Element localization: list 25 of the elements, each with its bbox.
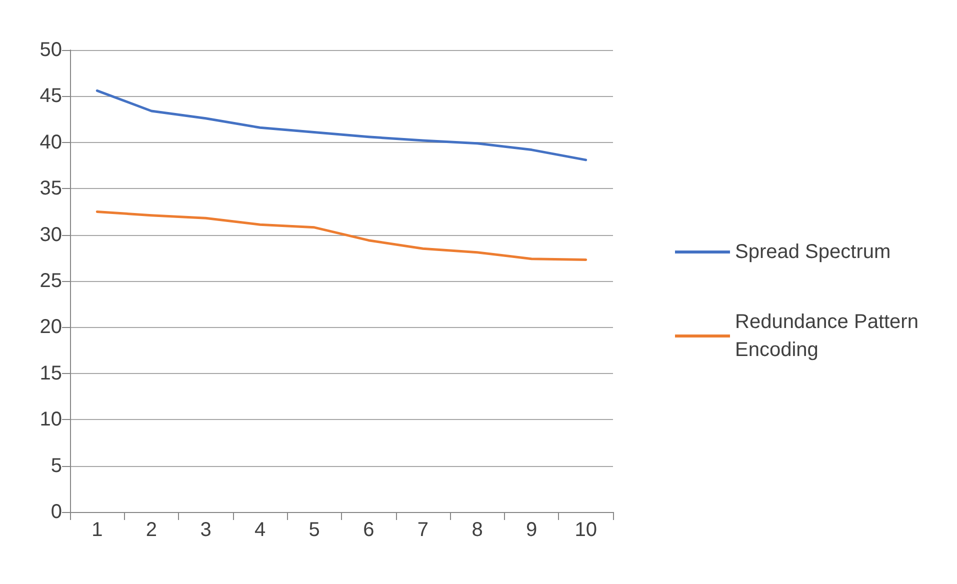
x-tick-label: 10 — [574, 519, 597, 541]
x-tick-label: 1 — [92, 519, 103, 541]
x-tick-label: 5 — [308, 519, 320, 541]
y-tick-label: 10 — [40, 408, 62, 431]
y-tick-label: 30 — [40, 224, 62, 246]
y-tick-label: 40 — [40, 131, 62, 154]
y-tick-label: 35 — [40, 178, 62, 200]
line-series — [96, 89, 588, 162]
y-tick-label: 50 — [40, 39, 62, 61]
x-tick-label: 6 — [363, 519, 374, 541]
x-tick-label: 2 — [146, 519, 158, 541]
y-tick-label: 0 — [50, 501, 62, 523]
y-tick-label: 15 — [40, 362, 62, 384]
y-tick-label: 25 — [40, 270, 62, 292]
legend-label: Redundance Pattern Encoding — [735, 311, 924, 361]
x-tick-label: 3 — [200, 519, 212, 541]
line-series — [96, 210, 588, 261]
x-tick-label: 7 — [417, 519, 429, 541]
x-tick-label: 9 — [526, 519, 538, 541]
x-tick-label: 8 — [472, 519, 483, 541]
y-tick-label: 20 — [40, 316, 62, 338]
y-tick-label: 45 — [40, 85, 62, 108]
y-tick-label: 5 — [50, 454, 62, 477]
x-tick-label: 4 — [254, 519, 266, 541]
legend-label: Spread Spectrum — [735, 241, 891, 263]
